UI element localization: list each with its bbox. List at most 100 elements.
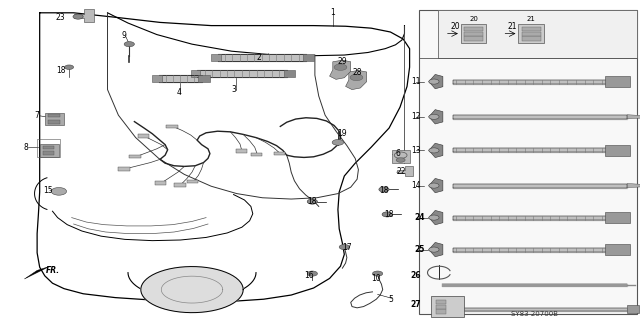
Text: 18: 18 [380,186,388,195]
Polygon shape [429,179,443,193]
Bar [605,76,630,87]
Bar [118,167,130,171]
Text: 12: 12 [412,112,421,121]
Bar [236,149,247,153]
Circle shape [339,244,349,250]
Polygon shape [346,70,367,90]
Bar [461,24,486,43]
Text: 20: 20 [469,16,478,22]
Text: 14: 14 [412,181,421,190]
Text: 13: 13 [412,146,421,155]
Circle shape [429,114,439,119]
Text: 15: 15 [43,186,53,195]
Circle shape [307,199,317,204]
Bar [522,36,541,41]
Text: 21: 21 [508,22,516,31]
Circle shape [332,140,344,145]
Circle shape [396,158,405,162]
Bar [605,145,630,156]
Circle shape [334,64,347,70]
Text: 18: 18 [385,210,394,219]
Polygon shape [429,110,443,124]
Text: 17: 17 [342,244,352,252]
Circle shape [65,65,74,69]
Bar [436,300,446,304]
Bar [191,70,200,77]
Circle shape [124,42,134,47]
Bar [518,24,544,43]
Bar [48,120,60,124]
Bar [251,153,262,156]
Bar [138,134,149,138]
Bar [605,212,630,223]
Circle shape [429,79,439,84]
Circle shape [429,183,439,188]
Text: 10: 10 [371,274,381,283]
Circle shape [429,215,439,220]
Text: 8: 8 [23,143,28,152]
Circle shape [307,271,317,276]
Text: 16: 16 [304,271,314,280]
Bar [198,75,210,82]
Text: 3: 3 [231,85,236,94]
Polygon shape [24,266,50,279]
Text: 25: 25 [415,245,425,254]
Bar [43,151,54,155]
Text: 23: 23 [56,13,66,22]
Polygon shape [429,143,443,157]
Bar [436,305,446,309]
Polygon shape [330,60,351,79]
Circle shape [379,187,389,192]
Bar [174,183,186,187]
Bar [43,146,54,149]
Text: 22: 22 [397,167,406,176]
Bar [522,27,541,31]
Polygon shape [429,75,443,89]
Circle shape [350,74,363,81]
Text: 18: 18 [56,66,65,75]
Text: 1: 1 [330,8,335,17]
Polygon shape [627,115,640,119]
Text: 4: 4 [177,88,182,97]
Bar [392,150,410,163]
Circle shape [372,271,383,276]
Bar [274,152,285,155]
Circle shape [429,148,439,153]
Bar [40,144,59,157]
Text: 9: 9 [121,31,126,40]
Text: 20: 20 [451,22,461,31]
Bar [37,139,60,157]
Text: 5: 5 [388,295,393,304]
Bar [464,36,483,41]
Bar [48,114,60,117]
Circle shape [51,188,67,195]
Bar [187,180,198,183]
Bar [211,54,221,61]
Circle shape [429,247,439,252]
Bar [464,32,483,36]
Text: 26: 26 [411,271,421,280]
Text: 24: 24 [415,213,425,222]
Polygon shape [429,211,443,225]
Polygon shape [397,166,413,176]
Bar [605,244,630,255]
Bar [464,27,483,31]
Bar [152,75,162,82]
Polygon shape [74,9,94,22]
Text: 7: 7 [35,111,40,120]
Bar [436,309,446,314]
Circle shape [382,212,392,217]
Bar [155,181,166,185]
Text: 29: 29 [337,57,348,66]
Bar [45,113,64,125]
Text: 27: 27 [410,300,421,309]
Text: 2: 2 [257,53,262,62]
Text: 19: 19 [337,129,348,138]
Bar [419,10,637,314]
Text: 21: 21 [527,16,536,22]
Text: FR.: FR. [46,266,60,275]
Bar [166,125,178,128]
Bar [129,155,141,158]
Text: 18: 18 [308,197,317,206]
Bar [284,70,295,77]
